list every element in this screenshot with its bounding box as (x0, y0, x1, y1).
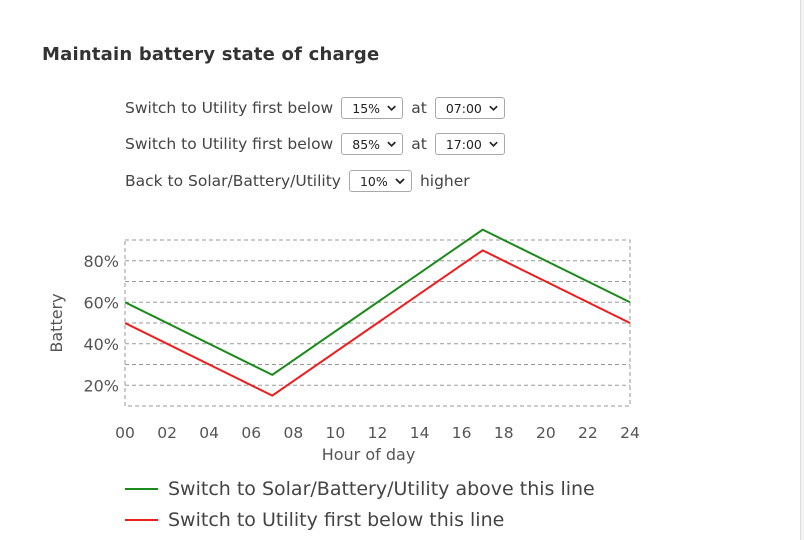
chevron-down-icon (387, 105, 396, 112)
back-rule-suffix: higher (419, 172, 470, 190)
legend-swatch-green (125, 488, 158, 490)
rule-label: Switch to Utility first below (125, 135, 334, 153)
rule-row-1: Switch to Utility first below 15% at 07:… (125, 96, 505, 120)
at-label: at (411, 99, 427, 117)
x-tick-label: 02 (157, 424, 177, 442)
y-tick-label: 80% (83, 252, 119, 271)
threshold-select-1[interactable]: 15% (341, 97, 404, 119)
y-tick-label: 20% (83, 376, 119, 395)
y-tick-label: 60% (83, 293, 119, 312)
x-tick-label: 06 (241, 424, 261, 442)
hysteresis-select[interactable]: 10% (348, 170, 412, 192)
x-tick-label: 10 (326, 424, 346, 442)
y-axis-label: Battery (47, 293, 66, 352)
back-rule-row: Back to Solar/Battery/Utility 10% higher (125, 169, 470, 193)
y-tick-label: 40% (83, 335, 119, 354)
chevron-down-icon (395, 178, 405, 185)
time-select-2[interactable]: 17:00 (434, 133, 505, 155)
series-line-green (124, 228, 631, 377)
time-select-1[interactable]: 07:00 (434, 97, 505, 119)
at-label: at (411, 135, 427, 153)
legend-label: Switch to Solar/Battery/Utility above th… (168, 478, 595, 500)
x-tick-label: 00 (115, 424, 135, 442)
x-tick-label: 12 (368, 424, 388, 442)
x-tick-label: 04 (199, 424, 219, 442)
back-rule-label: Back to Solar/Battery/Utility (125, 172, 341, 190)
x-tick-label: 24 (620, 424, 640, 442)
x-axis-label: Hour of day (322, 445, 416, 464)
x-tick-label: 08 (283, 424, 303, 442)
x-tick-label: 14 (410, 424, 430, 442)
x-tick-label: 20 (536, 424, 556, 442)
legend-item-green: Switch to Solar/Battery/Utility above th… (125, 478, 595, 500)
x-tick-label: 16 (452, 424, 472, 442)
legend-swatch-red (125, 519, 158, 521)
threshold-select-2[interactable]: 85% (341, 133, 404, 155)
rule-row-2: Switch to Utility first below 85% at 17:… (125, 132, 505, 156)
legend-label: Switch to Utility first below this line (168, 509, 505, 531)
battery-chart: 20% 40% 60% 80% 00 02 04 06 08 10 12 14 16 18 20 22 24 Ho… (47, 228, 640, 464)
chevron-down-icon (489, 141, 498, 147)
section-title: Maintain battery state of charge (42, 44, 380, 65)
chevron-down-icon (489, 105, 498, 111)
x-tick-label: 18 (494, 424, 514, 442)
rule-label: Switch to Utility first below (125, 99, 334, 117)
chevron-down-icon (387, 141, 396, 148)
series-line-red (124, 249, 631, 397)
legend-item-red: Switch to Utility first below this line (125, 509, 504, 531)
x-tick-label: 22 (578, 424, 598, 442)
